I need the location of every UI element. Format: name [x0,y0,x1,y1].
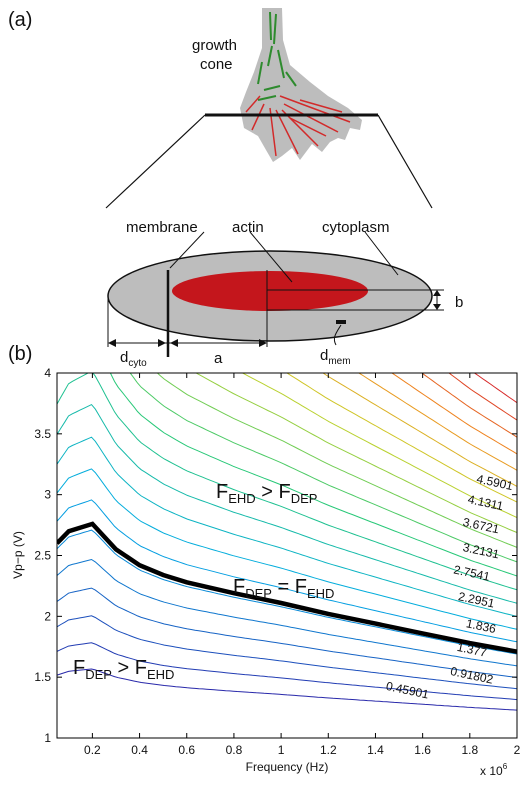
contour-level-label: 4.1311 [467,492,505,513]
panel-b-label: (b) [8,343,32,365]
y-axis-title: Vp−p (V) [11,531,25,579]
contour-level-label: 0.45901 [385,679,431,702]
contour-line [57,615,517,690]
actin-ellipse [172,271,368,311]
contour-line [156,373,517,548]
y-tick-label: 1.5 [34,670,51,684]
x-tick-label: 0.2 [84,743,101,757]
contour-level-label: 4.5901 [475,472,514,493]
x-axis-title: Frequency (Hz) [246,760,329,774]
panel-a: (a) [8,8,463,369]
dim-a-label: a [214,350,223,367]
x-tick-label: 0.8 [226,743,243,757]
contour-line [57,468,517,630]
contour-lines [57,373,517,711]
contour-line [57,642,517,701]
microtubules [257,11,297,101]
cell-cross-section [107,231,444,357]
y-tick-label: 2.5 [34,549,51,563]
contour-level-label: 1.377 [456,640,489,660]
cross-section-lines [105,113,433,209]
region-lower-label: FDEP > FEHD [73,657,174,682]
contour-line [57,403,517,604]
panel-a-label: (a) [8,9,32,31]
x-tick-label: 0.6 [178,743,195,757]
x-multiplier: x 106 [480,762,508,778]
y-tick-label: 2 [44,609,51,623]
x-tick-label: 0.4 [131,743,148,757]
contour-line [57,558,517,667]
x-tick-label: 1.6 [414,743,431,757]
growth-cone-drawing: growth cone [192,8,362,162]
x-tick-label: 2 [514,743,521,757]
x-tick-label: 1.4 [367,743,384,757]
x-tick-label: 1 [278,743,285,757]
growth-cone-label-line2: cone [200,56,233,73]
contour-line [57,587,517,678]
x-axis: 0.2 0.4 0.6 0.8 1 1.2 1.4 1.6 1.8 2 [84,373,521,757]
contour-line [322,373,517,487]
contour-line [421,373,517,438]
contour-level-label: 0.91802 [449,664,495,687]
contour-line [286,373,517,503]
dim-d-mem-label: dmem [320,347,351,367]
dim-b-label: b [455,294,463,311]
contour-line [195,373,517,534]
panel-b: (b) 0.2 0.4 0.6 0.8 1 1.2 1.4 1.6 1.8 2 1 1.5 2 2.5 3… [8,343,521,778]
contour-line [57,529,517,655]
contour-line [57,668,517,711]
contour-line [241,373,517,518]
membrane-label: membrane [126,219,198,236]
contour-line [129,373,517,563]
y-tick-label: 3.5 [34,427,51,441]
y-tick-label: 3 [44,488,51,502]
dim-d-cyto-label: dcyto [120,349,147,369]
boundary-curve [57,521,517,654]
growth-cone-shape [240,8,362,162]
contour-line [391,373,517,455]
y-tick-label: 1 [44,731,51,745]
contour-level-label: 2.2951 [457,589,496,610]
x-tick-label: 1.2 [320,743,337,757]
contour-line [57,499,517,643]
contour-line [57,436,517,617]
y-axis: 1 1.5 2 2.5 3 3.5 4 [34,366,517,745]
actin-label: actin [232,219,264,236]
growth-cone-label-line1: growth [192,37,237,54]
contour-line [357,373,517,471]
region-boundary-label: FDEP = FEHD [233,576,334,601]
region-upper-label: FEHD > FDEP [216,481,317,506]
contour-labels: 0.459010.918021.3771.8362.29512.75413.21… [385,472,515,702]
contour-line [57,373,517,577]
contour-line [57,373,517,591]
contour-level-label: 1.836 [465,616,498,636]
x-tick-label: 1.8 [461,743,478,757]
cytoplasm-label: cytoplasm [322,219,390,236]
contour-level-label: 3.2131 [462,540,501,561]
y-tick-label: 4 [44,366,51,380]
